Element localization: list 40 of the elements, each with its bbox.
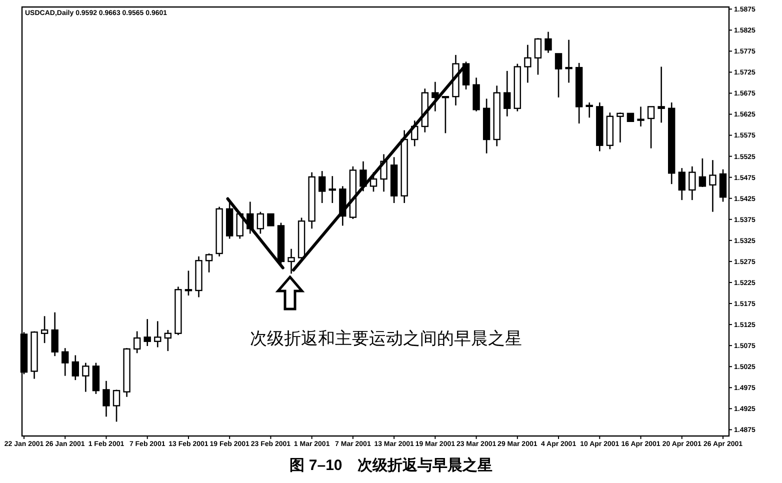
candlestick (82, 362, 90, 392)
candlestick (164, 329, 172, 352)
candlestick (586, 102, 593, 118)
candlestick (318, 170, 326, 204)
candlestick (432, 81, 439, 112)
candlestick (112, 389, 120, 422)
candlestick (544, 31, 552, 54)
candlestick (647, 106, 655, 149)
candlestick (442, 96, 450, 134)
candlestick (267, 213, 274, 226)
candlestick (62, 347, 69, 377)
candlestick (534, 37, 542, 76)
candlestick (565, 39, 572, 84)
candlestick (504, 70, 511, 118)
candlestick (688, 166, 696, 201)
candlestick (328, 175, 336, 204)
candlestick (144, 318, 151, 347)
annotation: 次级折返和主要运动之间的早晨之星 (250, 329, 522, 349)
candlestick (698, 158, 706, 188)
candlestick (658, 66, 665, 124)
candlestick (288, 248, 295, 274)
candlestick (51, 312, 58, 357)
candlestick (462, 61, 470, 90)
candlestick (709, 159, 716, 212)
candlestick (678, 167, 686, 201)
candlestick (184, 270, 192, 296)
candlestick (524, 44, 532, 84)
candlestick (554, 53, 562, 98)
text: 图 7–10 次级折返与早晨之星 (290, 456, 492, 474)
candlestick (719, 168, 727, 202)
candlestick (40, 315, 48, 344)
candlestick (133, 330, 141, 354)
candlestick (616, 112, 624, 144)
candlestick (637, 106, 644, 128)
candlestick (360, 160, 367, 192)
candlestick (205, 252, 213, 274)
candlestick (102, 380, 110, 418)
candlestick (256, 211, 264, 234)
candlestick (72, 354, 79, 381)
candlestick (154, 320, 162, 348)
